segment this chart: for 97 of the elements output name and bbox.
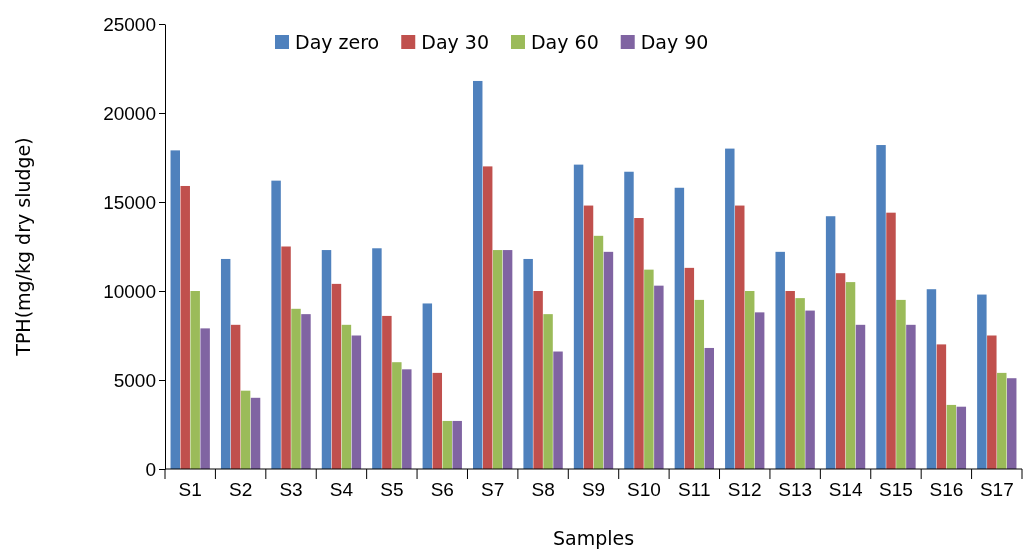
x-tick-label: S9 bbox=[581, 479, 606, 501]
bar bbox=[987, 335, 997, 469]
bar bbox=[805, 310, 815, 469]
bar bbox=[170, 150, 180, 469]
x-tick-label: S8 bbox=[531, 479, 555, 501]
y-tick-label: 25000 bbox=[103, 13, 156, 35]
bar bbox=[855, 324, 866, 469]
bar bbox=[936, 344, 947, 469]
bar bbox=[301, 314, 311, 469]
x-tick-label: S4 bbox=[329, 479, 354, 501]
bar bbox=[634, 218, 644, 469]
bar bbox=[775, 251, 785, 469]
bar bbox=[180, 185, 190, 469]
bar bbox=[533, 291, 543, 469]
y-axis-title: TPH(mg/kg dry sludge) bbox=[12, 137, 34, 357]
x-tick-label: S14 bbox=[828, 479, 863, 501]
bar bbox=[1007, 378, 1017, 469]
bar bbox=[502, 250, 513, 469]
bar bbox=[684, 267, 695, 469]
bar bbox=[230, 324, 241, 469]
bar bbox=[492, 250, 503, 469]
legend-label: Day 60 bbox=[530, 31, 599, 53]
x-tick-label: S10 bbox=[627, 479, 661, 501]
bar bbox=[250, 397, 261, 469]
bar bbox=[583, 205, 594, 469]
y-tick-label: 0 bbox=[145, 458, 156, 480]
bar bbox=[240, 390, 251, 469]
bar bbox=[452, 420, 462, 469]
bar bbox=[956, 406, 967, 469]
bar bbox=[593, 235, 604, 469]
x-tick-label: S15 bbox=[879, 479, 913, 501]
x-tick-label: S6 bbox=[430, 479, 454, 501]
x-tick-label: S2 bbox=[228, 479, 253, 501]
x-tick-label: S12 bbox=[727, 479, 762, 501]
x-tick-label: S5 bbox=[380, 479, 404, 501]
bar bbox=[624, 171, 634, 469]
bar bbox=[835, 273, 846, 469]
x-axis-title: Samples bbox=[552, 527, 635, 549]
bar bbox=[906, 324, 916, 469]
bar bbox=[543, 314, 553, 469]
bar bbox=[977, 294, 987, 469]
x-tick-label: S16 bbox=[929, 479, 964, 501]
legend-label: Day 30 bbox=[421, 31, 489, 53]
bar bbox=[744, 291, 755, 469]
bar bbox=[725, 148, 735, 469]
bar bbox=[291, 308, 301, 469]
x-tick-label: S3 bbox=[279, 479, 303, 501]
bar bbox=[704, 347, 714, 469]
bar bbox=[845, 282, 856, 469]
bar bbox=[997, 372, 1007, 469]
bar bbox=[735, 205, 745, 469]
bar bbox=[220, 258, 231, 469]
bar bbox=[573, 164, 584, 469]
bar bbox=[442, 420, 452, 469]
bar bbox=[341, 324, 352, 469]
bar bbox=[886, 212, 896, 469]
bar bbox=[946, 404, 957, 469]
bar bbox=[402, 369, 412, 469]
bar bbox=[896, 299, 906, 469]
bar bbox=[432, 372, 443, 469]
bar bbox=[523, 258, 533, 469]
bar bbox=[825, 216, 836, 469]
bar bbox=[795, 298, 805, 469]
y-tick-label: 15000 bbox=[103, 191, 156, 213]
bar bbox=[644, 269, 654, 469]
bar bbox=[876, 145, 886, 469]
bar bbox=[190, 291, 200, 469]
bar bbox=[785, 291, 795, 469]
x-tick-label: S7 bbox=[481, 479, 505, 501]
bar bbox=[351, 335, 362, 469]
y-tick-label: 5000 bbox=[113, 369, 156, 391]
y-tick-label: 20000 bbox=[103, 102, 156, 124]
bar bbox=[674, 187, 685, 469]
bar bbox=[553, 351, 563, 469]
x-tick-label: S11 bbox=[678, 479, 711, 501]
bar bbox=[281, 246, 291, 469]
x-tick-label: S13 bbox=[778, 479, 813, 501]
bar bbox=[392, 362, 402, 469]
bar bbox=[926, 289, 937, 469]
x-tick-label: S1 bbox=[178, 479, 202, 501]
bar bbox=[372, 248, 382, 469]
y-tick-label: 10000 bbox=[103, 280, 156, 302]
bar bbox=[754, 312, 765, 469]
bar bbox=[200, 328, 210, 469]
legend-label: Day 90 bbox=[640, 31, 709, 53]
bar bbox=[603, 251, 614, 469]
bar bbox=[694, 299, 705, 469]
bar bbox=[473, 80, 483, 469]
bar bbox=[382, 315, 392, 469]
bar bbox=[321, 250, 332, 469]
bar bbox=[654, 285, 664, 469]
x-tick-label: S17 bbox=[979, 479, 1014, 501]
bar bbox=[271, 180, 281, 469]
legend-label: Day zero bbox=[295, 31, 380, 53]
bar bbox=[331, 283, 342, 469]
bar bbox=[422, 303, 433, 469]
bar bbox=[482, 166, 493, 469]
